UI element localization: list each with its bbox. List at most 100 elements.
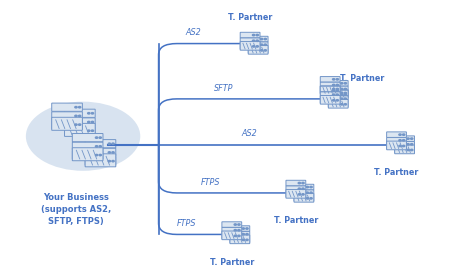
Circle shape: [238, 224, 240, 225]
Text: FTPS: FTPS: [177, 219, 196, 228]
FancyBboxPatch shape: [395, 142, 414, 147]
Circle shape: [252, 40, 255, 41]
Circle shape: [261, 44, 263, 45]
Circle shape: [411, 149, 413, 151]
Circle shape: [302, 182, 304, 184]
FancyBboxPatch shape: [65, 109, 95, 117]
Circle shape: [341, 83, 343, 84]
Circle shape: [112, 152, 114, 153]
Circle shape: [411, 144, 413, 145]
Circle shape: [332, 88, 335, 90]
FancyBboxPatch shape: [328, 81, 348, 86]
FancyBboxPatch shape: [286, 186, 306, 192]
Circle shape: [261, 50, 263, 51]
Circle shape: [261, 38, 263, 40]
Text: T. Partner: T. Partner: [210, 258, 254, 267]
Circle shape: [108, 152, 111, 153]
Text: T. Partner: T. Partner: [340, 74, 384, 83]
FancyBboxPatch shape: [395, 136, 414, 142]
Circle shape: [26, 102, 140, 171]
Circle shape: [242, 228, 245, 229]
Circle shape: [95, 146, 98, 147]
Circle shape: [411, 138, 413, 139]
FancyBboxPatch shape: [328, 90, 348, 98]
FancyBboxPatch shape: [85, 140, 116, 148]
Circle shape: [99, 146, 101, 147]
Circle shape: [246, 239, 248, 240]
Circle shape: [336, 79, 338, 80]
Circle shape: [264, 44, 266, 45]
FancyBboxPatch shape: [320, 95, 340, 104]
Circle shape: [298, 194, 301, 195]
Circle shape: [298, 182, 301, 184]
Circle shape: [403, 140, 405, 141]
FancyBboxPatch shape: [73, 133, 103, 142]
Circle shape: [238, 230, 240, 231]
Circle shape: [341, 98, 343, 99]
FancyBboxPatch shape: [73, 148, 103, 161]
FancyBboxPatch shape: [52, 117, 82, 130]
Circle shape: [341, 88, 343, 90]
Circle shape: [399, 140, 401, 141]
Circle shape: [403, 134, 405, 135]
Circle shape: [256, 40, 258, 41]
Circle shape: [341, 94, 343, 95]
Circle shape: [75, 115, 77, 116]
FancyBboxPatch shape: [386, 143, 406, 149]
FancyBboxPatch shape: [52, 121, 82, 129]
Circle shape: [242, 239, 245, 240]
FancyBboxPatch shape: [230, 237, 250, 243]
FancyBboxPatch shape: [328, 101, 348, 107]
Circle shape: [310, 192, 312, 193]
FancyBboxPatch shape: [52, 103, 82, 111]
Circle shape: [302, 194, 304, 195]
Circle shape: [108, 160, 111, 162]
FancyBboxPatch shape: [286, 190, 306, 198]
FancyBboxPatch shape: [294, 196, 314, 201]
FancyBboxPatch shape: [395, 147, 414, 153]
Circle shape: [234, 230, 236, 231]
FancyBboxPatch shape: [240, 32, 260, 38]
Circle shape: [112, 143, 114, 144]
Circle shape: [341, 104, 343, 105]
Circle shape: [108, 143, 111, 144]
Circle shape: [95, 137, 98, 138]
FancyBboxPatch shape: [328, 92, 348, 97]
Circle shape: [332, 94, 335, 95]
Circle shape: [78, 115, 81, 116]
Circle shape: [399, 145, 401, 147]
FancyBboxPatch shape: [320, 82, 340, 88]
FancyBboxPatch shape: [328, 86, 348, 92]
FancyBboxPatch shape: [386, 141, 406, 150]
Circle shape: [88, 121, 90, 123]
FancyBboxPatch shape: [222, 233, 242, 239]
Circle shape: [302, 188, 304, 189]
Circle shape: [332, 90, 335, 91]
FancyBboxPatch shape: [328, 96, 348, 101]
FancyBboxPatch shape: [240, 41, 260, 50]
FancyBboxPatch shape: [65, 126, 95, 135]
Circle shape: [407, 144, 409, 145]
Circle shape: [91, 113, 94, 114]
FancyBboxPatch shape: [248, 48, 268, 53]
Circle shape: [78, 106, 81, 108]
Circle shape: [306, 192, 308, 193]
FancyBboxPatch shape: [222, 222, 242, 227]
Circle shape: [407, 149, 409, 151]
Circle shape: [234, 224, 236, 225]
Circle shape: [252, 46, 255, 47]
Circle shape: [332, 79, 335, 80]
FancyBboxPatch shape: [248, 46, 268, 54]
Circle shape: [336, 94, 338, 95]
FancyBboxPatch shape: [294, 184, 314, 190]
Circle shape: [336, 88, 338, 90]
Circle shape: [252, 34, 255, 36]
Circle shape: [403, 145, 405, 147]
Circle shape: [332, 84, 335, 86]
Circle shape: [91, 130, 94, 131]
Circle shape: [246, 228, 248, 229]
Circle shape: [78, 124, 81, 125]
Circle shape: [344, 104, 347, 105]
FancyBboxPatch shape: [294, 190, 314, 195]
Circle shape: [95, 154, 98, 156]
